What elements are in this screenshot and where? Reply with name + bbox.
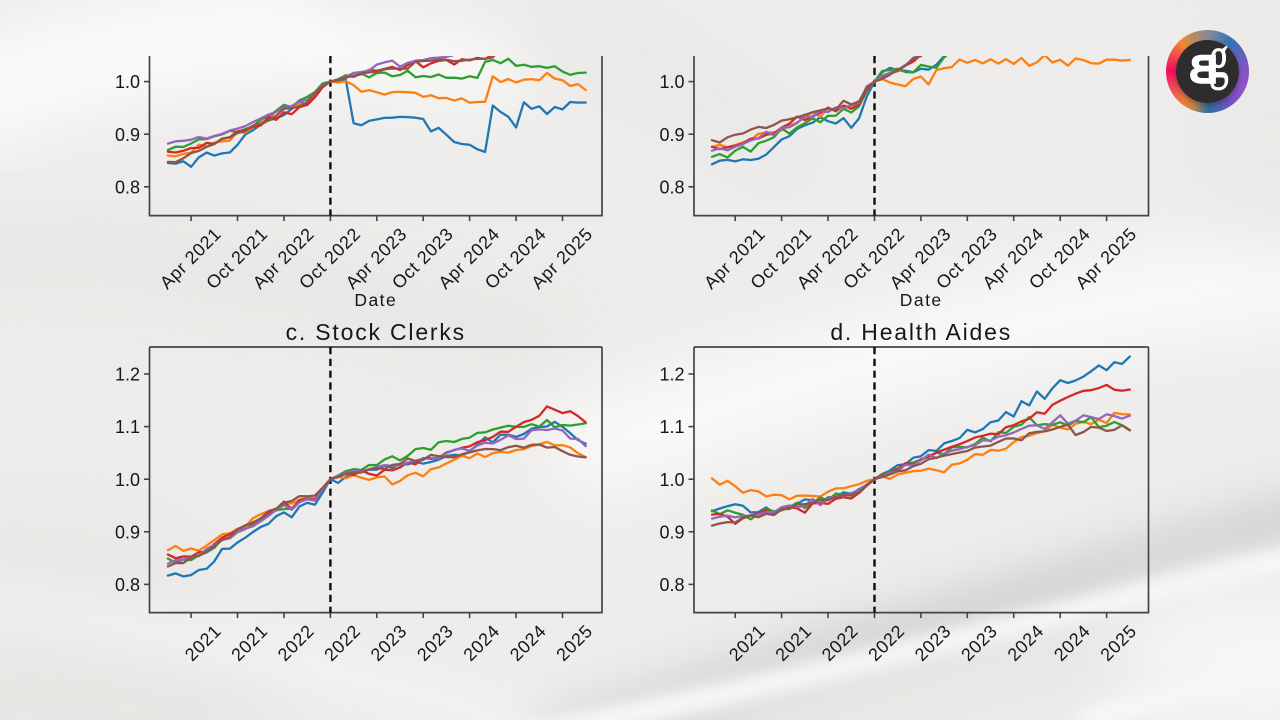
svg-text:0.9: 0.9 <box>115 522 140 542</box>
svg-text:0.8: 0.8 <box>659 575 684 595</box>
svg-text:Date: Date <box>900 290 943 310</box>
svg-text:0.8: 0.8 <box>115 177 140 197</box>
svg-text:0.9: 0.9 <box>659 522 684 542</box>
svg-text:2023: 2023 <box>367 621 411 665</box>
svg-text:c. Stock Clerks: c. Stock Clerks <box>286 319 466 345</box>
svg-text:2022: 2022 <box>320 621 364 665</box>
svg-text:0.8: 0.8 <box>115 575 140 595</box>
svg-text:0.9: 0.9 <box>659 125 684 145</box>
svg-text:d. Health Aides: d. Health Aides <box>830 319 1012 345</box>
svg-text:1.2: 1.2 <box>659 365 684 385</box>
svg-text:2025: 2025 <box>552 621 596 665</box>
svg-text:1.0: 1.0 <box>659 72 684 92</box>
svg-text:1.0: 1.0 <box>115 72 140 92</box>
svg-text:0.9: 0.9 <box>115 125 140 145</box>
svg-text:2023: 2023 <box>413 621 457 665</box>
svg-text:1.1: 1.1 <box>659 417 684 437</box>
svg-text:Date: Date <box>354 290 397 310</box>
svg-text:2024: 2024 <box>459 621 503 665</box>
svg-text:2024: 2024 <box>506 621 550 665</box>
svg-text:1.1: 1.1 <box>115 417 140 437</box>
svg-text:1.0: 1.0 <box>659 470 684 490</box>
svg-text:1.2: 1.2 <box>115 365 140 385</box>
svg-text:1.0: 1.0 <box>115 470 140 490</box>
svg-text:0.8: 0.8 <box>659 177 684 197</box>
